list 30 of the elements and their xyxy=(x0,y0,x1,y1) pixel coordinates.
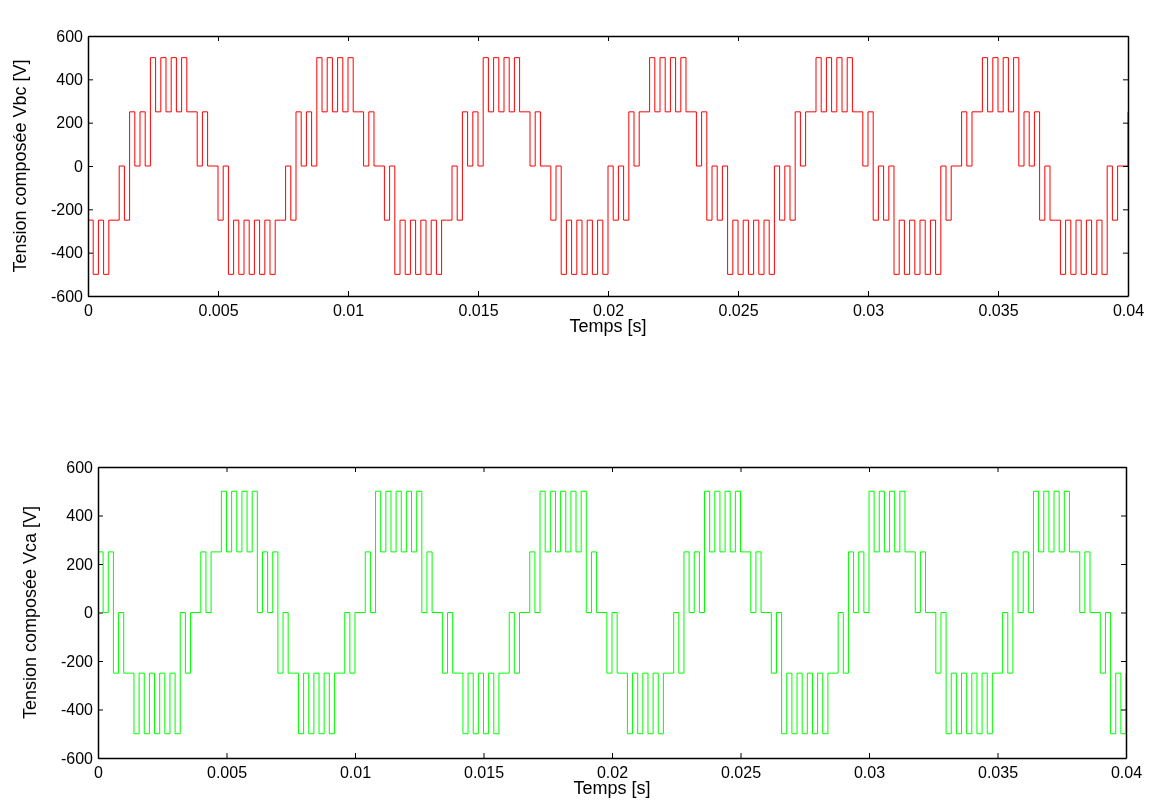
x-tick-label: 0.035 xyxy=(977,764,1019,782)
x-tick-label: 0.035 xyxy=(978,302,1019,320)
y-axis-title: Tension composée Vca [V] xyxy=(20,505,40,720)
x-tick-label: 0.005 xyxy=(206,764,248,782)
x-tick-label: 0.01 xyxy=(332,302,365,320)
x-tick-label: 0.04 xyxy=(1110,764,1143,782)
y-tick-label: 200 xyxy=(66,555,94,573)
y-tick-label: -400 xyxy=(50,244,84,262)
x-tick-label: 0.005 xyxy=(198,302,239,320)
y-tick-label: -600 xyxy=(50,287,84,305)
x-tick-label: 0.03 xyxy=(853,764,886,782)
y-tick-label: -200 xyxy=(60,652,94,670)
x-tick-label: 0.025 xyxy=(720,764,762,782)
y-tick-label: 0 xyxy=(74,157,84,175)
y-tick-label: -400 xyxy=(60,701,94,719)
y-tick-label: 600 xyxy=(66,458,94,476)
x-tick-label: 0.04 xyxy=(1112,302,1145,320)
y-tick-label: 0 xyxy=(84,604,94,622)
y-tick-label: 400 xyxy=(56,70,84,88)
y-tick-label: 400 xyxy=(66,507,94,525)
x-tick-label: 0.025 xyxy=(718,302,759,320)
y-tick-label: 200 xyxy=(56,114,84,132)
x-tick-label: 0.03 xyxy=(852,302,885,320)
y-tick-label: -600 xyxy=(60,749,94,767)
x-tick-label: 0.01 xyxy=(339,764,372,782)
x-tick-label: 0.015 xyxy=(458,302,499,320)
y-tick-label: -200 xyxy=(50,200,84,218)
y-axis-title: Tension composée Vbc [V] xyxy=(10,59,30,273)
y-tick-label: 600 xyxy=(56,27,84,45)
x-tick-label: 0.015 xyxy=(463,764,505,782)
